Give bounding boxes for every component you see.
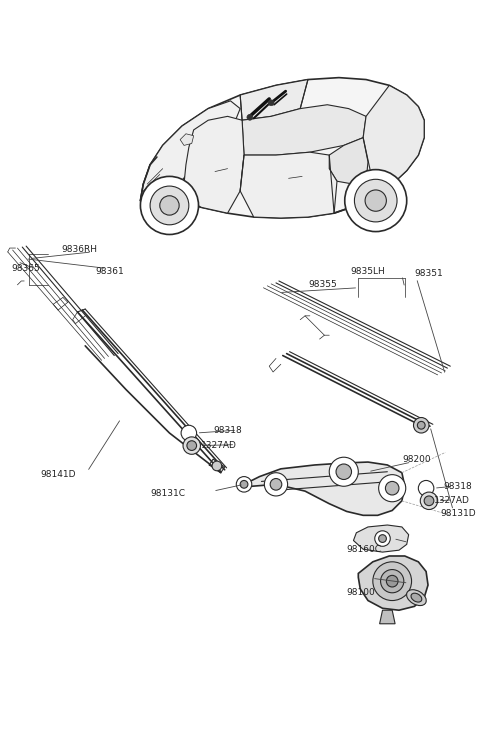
- Circle shape: [379, 475, 406, 501]
- Circle shape: [354, 179, 397, 222]
- Circle shape: [268, 100, 274, 106]
- Circle shape: [386, 575, 398, 587]
- Polygon shape: [240, 153, 337, 218]
- Circle shape: [329, 458, 358, 487]
- Polygon shape: [353, 525, 408, 552]
- Text: 98318: 98318: [213, 426, 242, 434]
- Circle shape: [345, 170, 407, 231]
- Polygon shape: [363, 86, 424, 196]
- Circle shape: [419, 481, 434, 496]
- Polygon shape: [329, 138, 368, 184]
- Circle shape: [236, 477, 252, 492]
- Circle shape: [424, 496, 434, 506]
- Text: 98100: 98100: [347, 589, 375, 597]
- Circle shape: [379, 535, 386, 542]
- Polygon shape: [242, 105, 366, 155]
- Circle shape: [181, 426, 197, 440]
- Text: 1327AD: 1327AD: [434, 496, 470, 505]
- Circle shape: [264, 472, 288, 496]
- Circle shape: [187, 440, 197, 450]
- Text: 98318: 98318: [444, 482, 472, 491]
- Circle shape: [247, 115, 253, 121]
- Text: 98131D: 98131D: [441, 509, 476, 518]
- Circle shape: [365, 190, 386, 211]
- Polygon shape: [184, 116, 244, 214]
- Circle shape: [381, 570, 404, 593]
- Polygon shape: [180, 134, 193, 145]
- Text: 98160C: 98160C: [347, 545, 382, 554]
- Circle shape: [375, 530, 390, 546]
- Text: 98355: 98355: [308, 280, 336, 289]
- Text: 98200: 98200: [402, 455, 431, 464]
- Circle shape: [336, 464, 351, 479]
- Polygon shape: [141, 77, 424, 218]
- Text: 98351: 98351: [414, 269, 443, 278]
- Text: 1327AD: 1327AD: [202, 441, 237, 450]
- Circle shape: [270, 478, 282, 490]
- Text: 9835LH: 9835LH: [350, 267, 385, 276]
- Polygon shape: [358, 556, 428, 610]
- Circle shape: [183, 437, 201, 455]
- Circle shape: [141, 176, 199, 234]
- Circle shape: [373, 562, 411, 600]
- Circle shape: [150, 186, 189, 225]
- Circle shape: [160, 196, 179, 215]
- Ellipse shape: [411, 593, 422, 602]
- Polygon shape: [380, 610, 395, 623]
- Text: 98361: 98361: [95, 267, 124, 276]
- Circle shape: [420, 492, 438, 510]
- Text: 98365: 98365: [12, 264, 40, 273]
- Polygon shape: [240, 462, 405, 516]
- Text: 98131C: 98131C: [150, 489, 185, 498]
- Text: 98141D: 98141D: [41, 470, 76, 479]
- Text: 9836RH: 9836RH: [61, 246, 97, 254]
- Ellipse shape: [407, 590, 426, 606]
- Polygon shape: [240, 80, 308, 121]
- Circle shape: [385, 481, 399, 495]
- Circle shape: [413, 417, 429, 433]
- Circle shape: [212, 461, 222, 471]
- Circle shape: [418, 421, 425, 429]
- Circle shape: [240, 481, 248, 488]
- Polygon shape: [141, 101, 240, 202]
